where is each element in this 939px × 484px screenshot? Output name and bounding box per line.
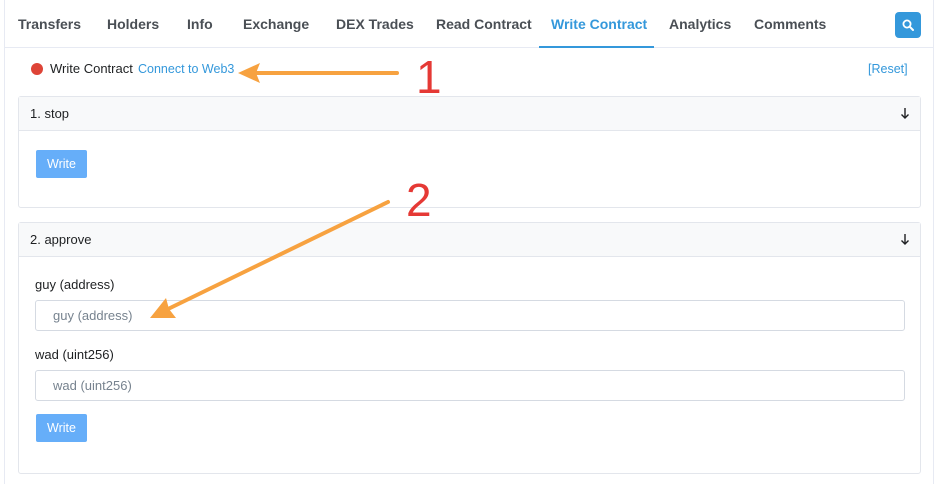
- tab-info[interactable]: Info: [187, 16, 213, 32]
- annotation-number-2: 2: [406, 174, 432, 226]
- annotation-arrow-2: [150, 200, 390, 318]
- function-title: 1. stop: [30, 106, 70, 121]
- tab-exchange[interactable]: Exchange: [243, 16, 310, 32]
- wad-uint256-input[interactable]: [35, 370, 905, 401]
- tab-holders[interactable]: Holders: [107, 16, 160, 32]
- wad-uint256-label: wad (uint256): [35, 347, 114, 362]
- annotation-number-1: 1: [416, 51, 442, 103]
- function-card-approve: 2. approve guy (address) wad (uint256) W…: [18, 222, 921, 474]
- annotation-arrow-1: [238, 63, 399, 83]
- write-button[interactable]: Write: [36, 414, 87, 442]
- guy-address-label: guy (address): [35, 277, 115, 292]
- tab-transfers[interactable]: Transfers: [18, 16, 82, 32]
- active-tab-indicator: [539, 46, 654, 48]
- function-card-stop: 1. stop Write: [18, 96, 921, 208]
- function-header-stop[interactable]: 1. stop: [19, 97, 920, 131]
- reset-link[interactable]: [Reset]: [868, 62, 908, 76]
- tab-bar: Transfers Holders Info Exchange DEX Trad…: [5, 0, 933, 48]
- connection-status-dot: [31, 63, 43, 75]
- write-contract-label: Write Contract: [50, 61, 133, 76]
- search-icon: [902, 19, 914, 31]
- function-title: 2. approve: [30, 232, 92, 247]
- write-button[interactable]: Write: [36, 150, 87, 178]
- function-header-approve[interactable]: 2. approve: [19, 223, 920, 257]
- connect-to-web3-link[interactable]: Connect to Web3: [138, 62, 235, 76]
- tab-comments[interactable]: Comments: [754, 16, 827, 32]
- arrow-down-icon: [901, 108, 909, 119]
- tab-write-contract[interactable]: Write Contract: [551, 16, 648, 32]
- contract-panel: Transfers Holders Info Exchange DEX Trad…: [4, 0, 934, 484]
- arrow-down-icon: [901, 234, 909, 245]
- tab-analytics[interactable]: Analytics: [669, 16, 732, 32]
- tab-read-contract[interactable]: Read Contract: [436, 16, 532, 32]
- search-button[interactable]: [895, 12, 921, 38]
- tab-dex-trades[interactable]: DEX Trades: [336, 16, 414, 32]
